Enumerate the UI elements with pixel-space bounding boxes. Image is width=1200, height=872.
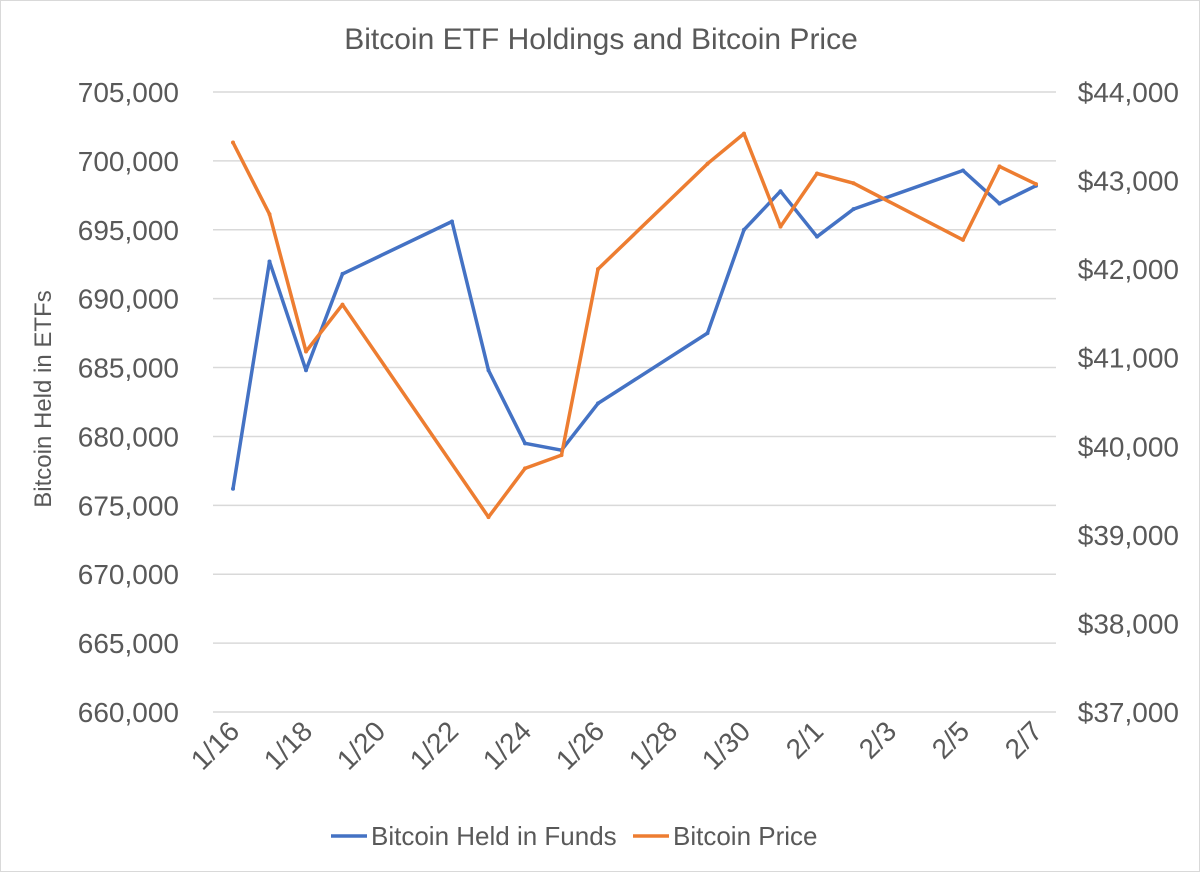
left-tick-label: 665,000 [78, 628, 179, 659]
x-tick-label: 2/5 [926, 715, 975, 764]
data-point [815, 171, 819, 176]
data-point [742, 227, 746, 232]
data-point [815, 234, 819, 239]
data-point [961, 168, 965, 173]
x-tick-label: 2/1 [780, 715, 829, 764]
data-point [523, 466, 527, 471]
data-point [267, 259, 272, 264]
right-tick-label: $39,000 [1078, 520, 1179, 551]
data-point [851, 181, 856, 186]
data-point [1034, 182, 1038, 187]
data-point [340, 302, 345, 307]
right-tick-label: $43,000 [1078, 166, 1179, 197]
data-point [304, 368, 308, 373]
right-tick-label: $41,000 [1078, 343, 1179, 374]
plot-series [231, 131, 1038, 520]
data-point [851, 207, 856, 212]
data-point [340, 271, 345, 276]
left-tick-label: 700,000 [78, 146, 179, 177]
x-axis-ticks: 1/16 1/18 1/20 1/22 1/24 1/26 1/28 1/30 2/1 2/3 2/… [185, 715, 1048, 775]
data-point [231, 140, 235, 145]
data-point [705, 331, 710, 336]
x-tick-label: 1/22 [404, 715, 464, 775]
x-tick-label: 2/7 [999, 715, 1048, 764]
x-tick-label: 2/3 [853, 715, 902, 764]
data-point [231, 486, 235, 491]
left-tick-label: 660,000 [78, 697, 179, 728]
data-point [304, 349, 308, 354]
data-point [486, 368, 491, 373]
right-tick-label: $40,000 [1078, 431, 1179, 462]
data-point [961, 237, 965, 242]
data-point [596, 267, 600, 272]
data-point [523, 441, 527, 446]
left-tick-label: 695,000 [78, 215, 179, 246]
left-tick-label: 675,000 [78, 490, 179, 521]
x-tick-label: 1/28 [623, 715, 683, 775]
x-tick-label: 1/26 [550, 715, 610, 775]
right-tick-label: $37,000 [1078, 697, 1179, 728]
x-tick-label: 1/16 [185, 715, 245, 775]
left-tick-label: 680,000 [78, 421, 179, 452]
left-tick-label: 670,000 [78, 559, 179, 590]
data-point [450, 219, 454, 224]
right-axis-ticks: $44,000 $43,000 $42,000 $41,000 $40,000 $39,0… [1078, 77, 1179, 728]
series-line [231, 131, 1038, 519]
gridlines [213, 91, 1056, 713]
left-tick-label: 690,000 [78, 284, 179, 315]
data-point [997, 201, 1002, 206]
data-point [997, 164, 1002, 169]
right-tick-label: $42,000 [1078, 254, 1179, 285]
data-point [705, 161, 710, 166]
data-point [742, 131, 746, 136]
x-tick-label: 1/24 [477, 715, 537, 775]
legend-label: Bitcoin Held in Funds [371, 821, 617, 851]
x-tick-label: 1/20 [331, 715, 391, 775]
x-tick-label: 1/18 [258, 715, 318, 775]
left-axis-ticks: 705,000 700,000 695,000 690,000 685,000 680,0… [78, 77, 179, 728]
legend: Bitcoin Held in Funds Bitcoin Price [331, 821, 818, 851]
left-tick-label: 685,000 [78, 353, 179, 384]
series-1 [231, 131, 1038, 520]
data-point [267, 212, 272, 217]
data-point [559, 453, 564, 458]
data-point [596, 401, 600, 406]
chart-title: Bitcoin ETF Holdings and Bitcoin Price [344, 23, 858, 56]
data-point [778, 189, 783, 194]
x-tick-label: 1/30 [696, 715, 756, 775]
left-tick-label: 705,000 [78, 77, 179, 108]
data-point [778, 224, 783, 229]
series-line [231, 168, 1038, 491]
right-tick-label: $44,000 [1078, 77, 1179, 108]
data-point [486, 515, 491, 520]
right-tick-label: $38,000 [1078, 608, 1179, 639]
legend-label: Bitcoin Price [673, 821, 818, 851]
y-axis-title: Bitcoin Held in ETFs [30, 290, 57, 507]
